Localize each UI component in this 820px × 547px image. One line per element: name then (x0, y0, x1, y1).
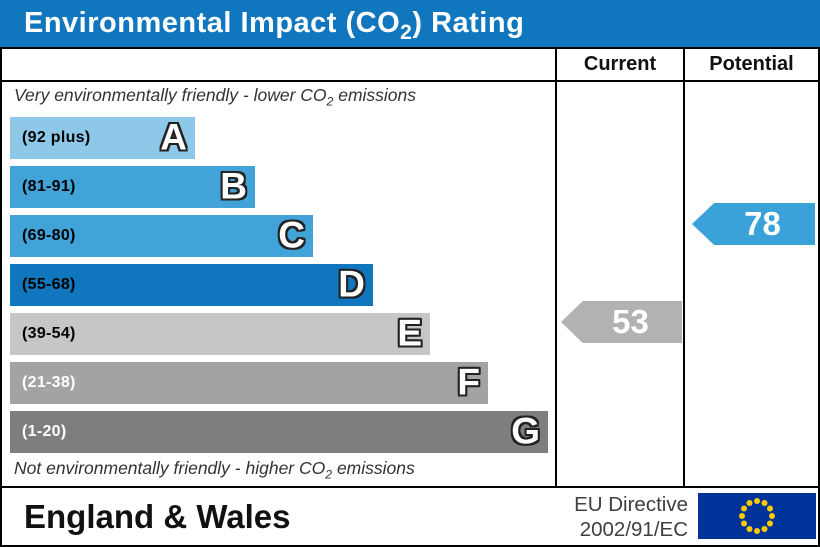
eu-directive-line2: 2002/91/EC (579, 518, 688, 541)
band-range-label: (81-91) (22, 178, 76, 195)
potential-rating-arrow: 78 (692, 203, 815, 245)
band-letter: D (338, 263, 365, 305)
chart-table: Current Potential Very environmentally f… (0, 47, 820, 547)
column-header-current: Current (583, 53, 657, 75)
caption-bottom-text: Not environmentally friendly - higher CO (14, 458, 326, 478)
band-letter: C (278, 214, 305, 256)
band-D: (55-68) D (10, 264, 373, 306)
caption-top-text: Very environmentally friendly - lower CO (14, 85, 327, 105)
eu-directive-line1: EU Directive (574, 493, 688, 516)
footer-divider (0, 486, 820, 488)
band-letter: F (457, 361, 480, 403)
footer-region-label: England & Wales (24, 498, 291, 535)
band-letter: E (397, 312, 422, 354)
band-range-label: (39-54) (22, 325, 76, 342)
band-B: (81-91) B (10, 166, 255, 208)
chart-title-subscript: 2 (400, 20, 413, 44)
band-range-label: (55-68) (22, 276, 76, 293)
caption-bottom: Not environmentally friendly - higher CO… (14, 458, 415, 482)
caption-top: Very environmentally friendly - lower CO… (14, 85, 416, 109)
eu-flag-icon (698, 493, 816, 539)
band-C: (69-80) C (10, 215, 313, 257)
current-rating-arrow: 53 (561, 301, 682, 343)
chart-title-text: Environmental Impact (CO (24, 7, 401, 39)
band-range-label: (21-38) (22, 374, 76, 391)
caption-top-subscript: 2 (326, 94, 334, 109)
header-divider (0, 80, 820, 82)
caption-bottom-subscript: 2 (325, 467, 333, 482)
column-header-potential: Potential (709, 53, 794, 75)
potential-column-divider (683, 47, 685, 488)
band-F: (21-38) F (10, 362, 488, 404)
band-A: (92 plus) A (10, 117, 195, 159)
band-E: (39-54) E (10, 313, 430, 355)
band-range-label: (69-80) (22, 227, 76, 244)
band-range-label: (92 plus) (22, 129, 91, 146)
band-letter: A (160, 116, 187, 158)
band-G: (1-20) G (10, 411, 548, 453)
current-column-divider (555, 47, 557, 488)
footer-eu-directive: EU Directive 2002/91/EC (574, 492, 688, 542)
caption-bottom-text-end: emissions (332, 458, 415, 478)
chart-title-text-end: ) Rating (412, 7, 525, 39)
chart-title: Environmental Impact (CO2) Rating (0, 0, 820, 47)
band-letter: B (220, 165, 247, 207)
current-rating-value: 53 (612, 303, 649, 340)
caption-top-text-end: emissions (333, 85, 417, 105)
band-range-label: (1-20) (22, 423, 67, 440)
band-letter: G (511, 410, 540, 452)
potential-rating-value: 78 (744, 205, 781, 242)
